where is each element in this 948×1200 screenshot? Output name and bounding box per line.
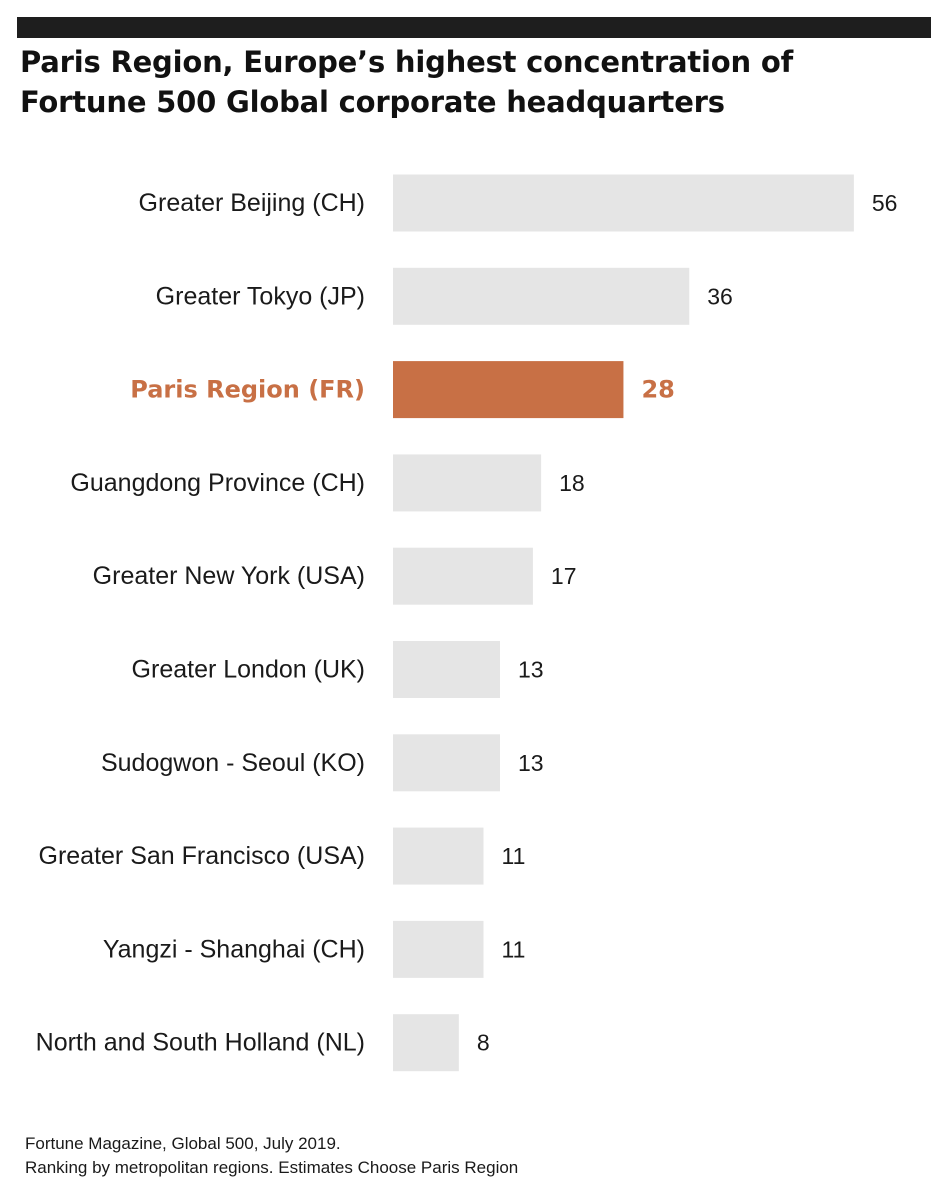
- top-rule: [17, 17, 931, 38]
- bar-0: [393, 174, 854, 232]
- category-label-6: Sudogwon - Seoul (KO): [101, 749, 365, 777]
- bar-5: [393, 641, 500, 698]
- bar-4: [393, 547, 533, 605]
- bar-8: [393, 920, 484, 978]
- category-label-8: Yangzi - Shanghai (CH): [103, 935, 365, 963]
- bar-chart: Greater Beijing (CH) 56 Greater Tokyo (JP)…: [36, 174, 898, 1072]
- bar-1: [393, 267, 690, 325]
- bar-6: [393, 734, 500, 792]
- category-label-2: Paris Region (FR): [130, 376, 365, 404]
- category-label-7: Greater San Francisco (USA): [39, 842, 366, 870]
- source-line-1: Fortune Magazine, Global 500, July 2019.: [25, 1134, 341, 1153]
- value-label-4: 17: [551, 563, 577, 589]
- category-label-9: North and South Holland (NL): [36, 1029, 365, 1057]
- category-label-4: Greater New York (USA): [93, 562, 365, 590]
- value-label-1: 36: [707, 283, 733, 309]
- value-label-2: 28: [641, 376, 674, 404]
- value-label-5: 13: [518, 657, 544, 683]
- value-label-6: 13: [518, 750, 544, 776]
- value-label-7: 11: [502, 843, 526, 869]
- category-label-1: Greater Tokyo (JP): [156, 282, 365, 310]
- source-line-2: Ranking by metropolitan regions. Estimat…: [25, 1158, 519, 1177]
- value-label-3: 18: [559, 470, 585, 496]
- value-label-9: 8: [477, 1030, 490, 1056]
- bar-3: [393, 454, 542, 512]
- source-note: Fortune Magazine, Global 500, July 2019.…: [25, 1132, 518, 1180]
- category-label-3: Guangdong Province (CH): [70, 469, 365, 497]
- bar-9: [393, 1014, 459, 1072]
- chart-title: Paris Region, Europe’s highest concentra…: [20, 45, 793, 119]
- value-label-0: 56: [872, 190, 898, 216]
- category-label-5: Greater London (UK): [132, 656, 365, 684]
- value-label-8: 11: [502, 936, 526, 962]
- bar-7: [393, 827, 484, 885]
- category-label-0: Greater Beijing (CH): [139, 189, 365, 217]
- bar-2: [393, 361, 624, 419]
